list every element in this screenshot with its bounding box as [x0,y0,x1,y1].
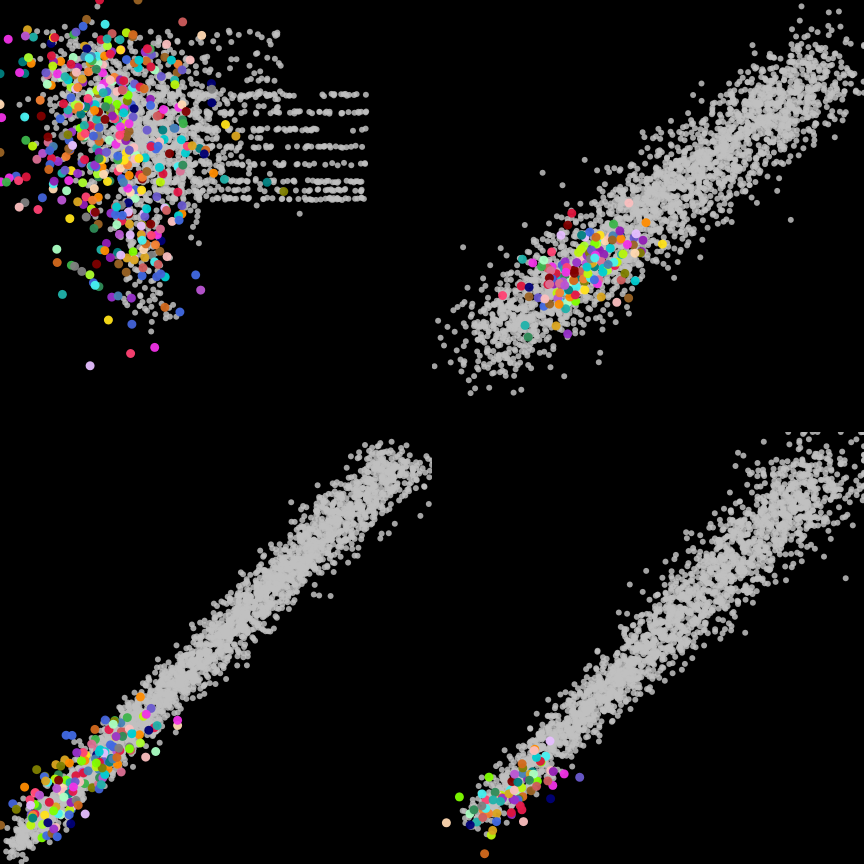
scatter-plot-tr [432,0,864,432]
figure-grid [0,0,864,864]
scatter-plot-br [432,432,864,864]
panel-top-right [432,0,864,432]
panel-top-left [0,0,432,432]
scatter-plot-bl [0,432,432,864]
scatter-plot-tl [0,0,432,432]
panel-bottom-right [432,432,864,864]
panel-bottom-left [0,432,432,864]
